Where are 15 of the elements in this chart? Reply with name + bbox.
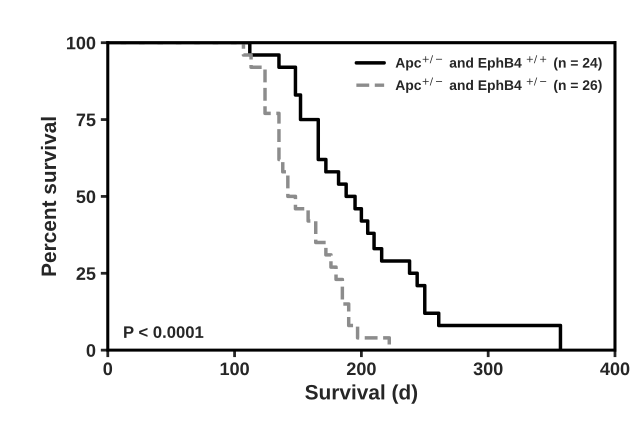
x-tick-label: 100	[220, 362, 249, 376]
annotation: P < 0.0001	[124, 326, 204, 338]
x-tick-label: 200	[346, 362, 376, 376]
y-tick-label: 50	[76, 190, 96, 204]
y-tick-label: 100	[66, 36, 96, 50]
y-axis-title: Percent survival	[40, 117, 56, 276]
x-axis-title: Survival (d)	[305, 384, 418, 404]
x-tick-label: 0	[103, 362, 112, 376]
legend-label: Apc$^{+/−}$ and EphB4 $^{+/+}$ (n = 24)	[396, 55, 602, 70]
y-tick-label: 75	[76, 114, 96, 126]
x-tick-label: 400	[600, 362, 630, 376]
y-tick-label: 0	[86, 344, 96, 357]
legend-label: Apc$^{+/−}$ and EphB4 $^{+/−}$ (n = 26)	[396, 78, 602, 93]
y-tick-label: 25	[76, 267, 96, 280]
x-tick-label: 300	[474, 362, 503, 376]
